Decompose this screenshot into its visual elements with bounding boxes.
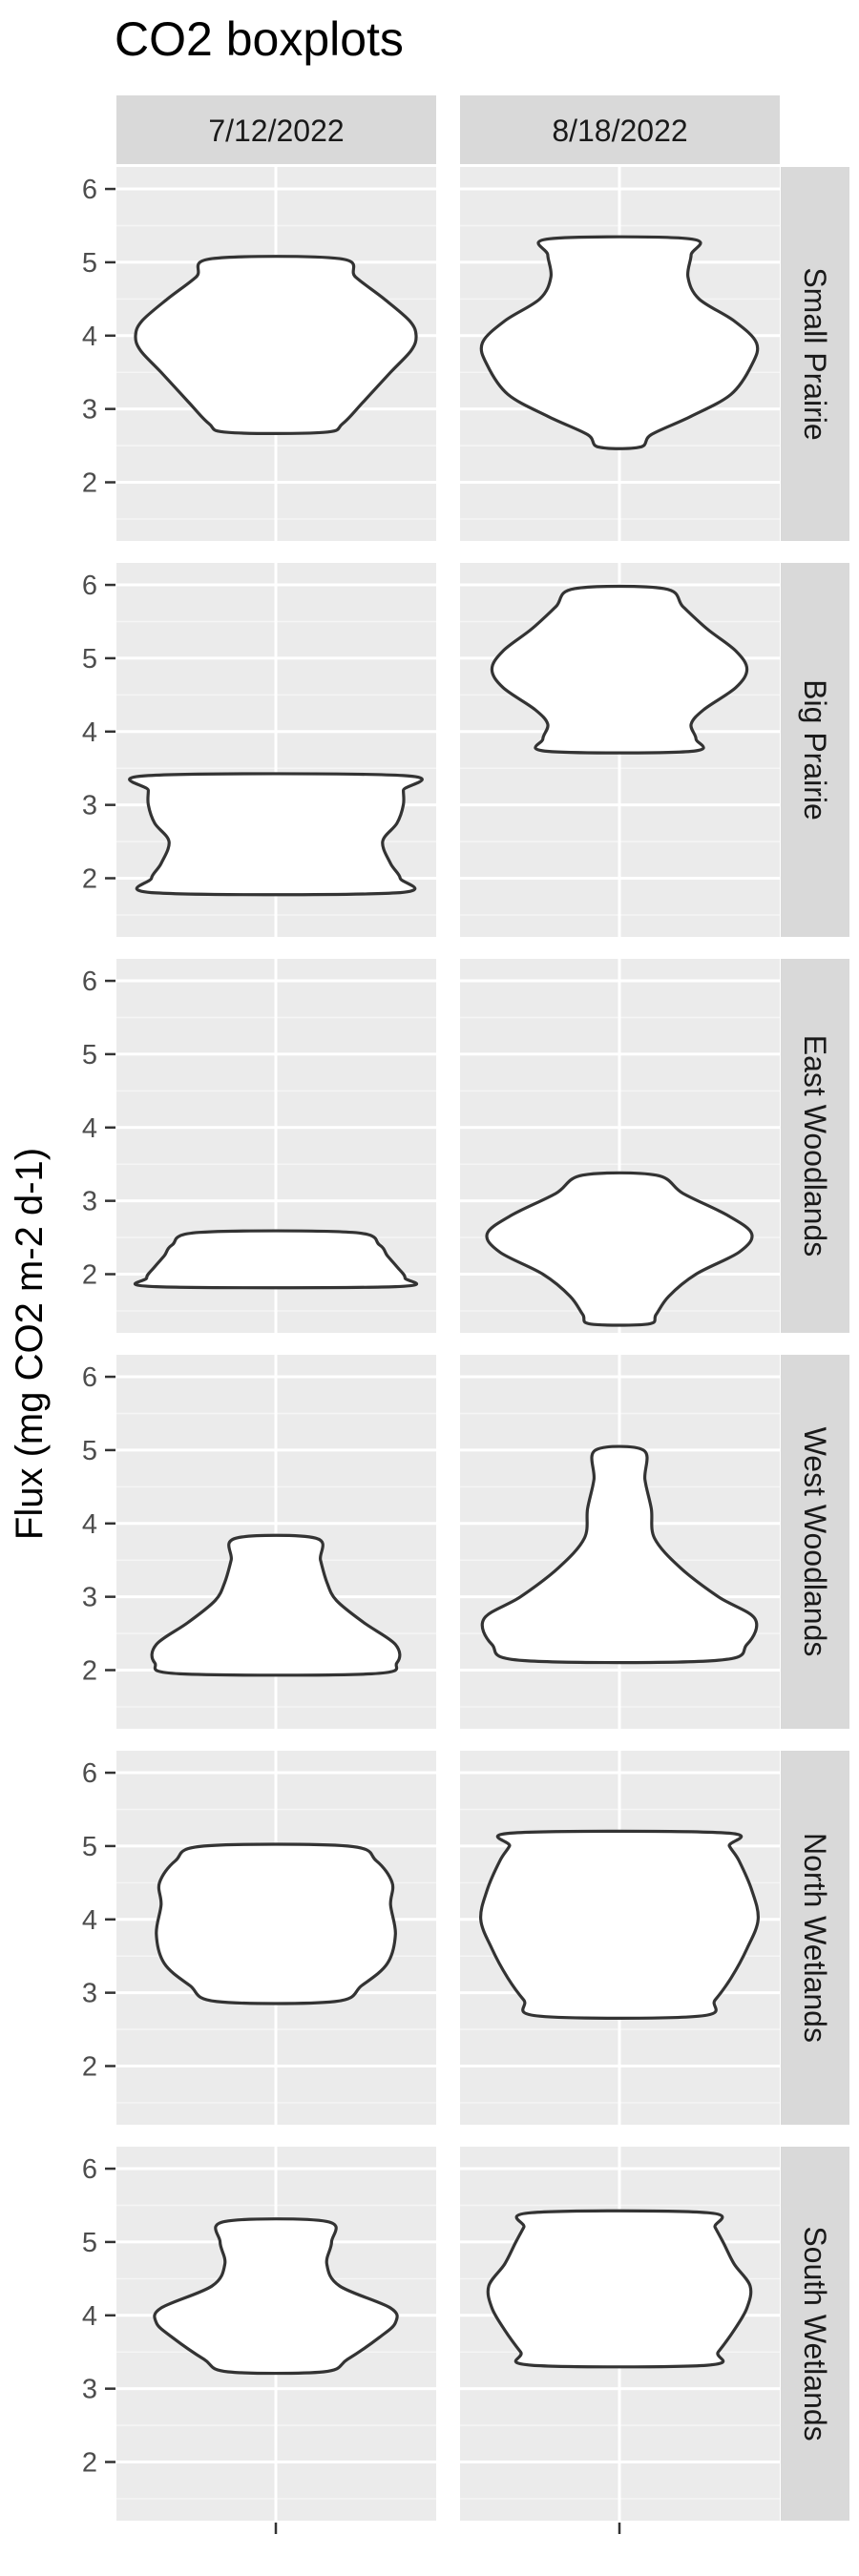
y-tick-label: 3 <box>82 1583 97 1613</box>
facet-strip-row <box>781 1751 849 2125</box>
y-tick-label: 5 <box>82 248 97 279</box>
y-tick-label: 2 <box>82 864 97 895</box>
facet-strip-row <box>781 1355 849 1729</box>
facet-strip-row <box>781 563 849 937</box>
violin-north-wetlands-2 <box>479 1829 760 2020</box>
violin-big-prairie-2 <box>490 584 749 755</box>
y-tick-label: 6 <box>82 2154 97 2185</box>
violin-big-prairie-1 <box>128 772 424 897</box>
facet-strip-row <box>781 167 849 541</box>
y-tick-label: 4 <box>82 717 97 748</box>
y-tick-label: 5 <box>82 644 97 675</box>
y-tick-label: 4 <box>82 322 97 352</box>
violin-small-prairie-2 <box>479 235 760 450</box>
chart-title: CO2 boxplots <box>115 12 404 66</box>
violin-small-prairie-1 <box>134 255 418 435</box>
violin-east-woodlands-2 <box>485 1171 754 1327</box>
y-tick-label: 6 <box>82 1758 97 1789</box>
violin-north-wetlands-1 <box>155 1842 397 2005</box>
y-tick-label: 4 <box>82 1509 97 1540</box>
violin-south-wetlands-1 <box>153 2217 399 2376</box>
y-tick-label: 6 <box>82 571 97 601</box>
y-tick-label: 4 <box>82 2301 97 2332</box>
y-tick-label: 5 <box>82 2228 97 2258</box>
y-tick-label: 3 <box>82 1979 97 2009</box>
y-tick-label: 3 <box>82 395 97 426</box>
y-axis-title: Flux (mg CO2 m-2 d-1) <box>9 1148 51 1540</box>
y-tick-label: 4 <box>82 1113 97 1144</box>
y-tick-label: 2 <box>82 2052 97 2083</box>
y-tick-label: 2 <box>82 2448 97 2479</box>
y-tick-label: 5 <box>82 1832 97 1862</box>
y-tick-label: 3 <box>82 1187 97 1217</box>
facet-strip-row <box>781 959 849 1333</box>
facet-strip-column <box>460 95 780 164</box>
facet-strip-label-west-woodlands: West Woodlands <box>798 1427 832 1657</box>
violin-west-woodlands-2 <box>480 1444 759 1665</box>
facet-strip-column <box>116 95 436 164</box>
facet-strip-label-small-prairie: Small Prairie <box>798 267 832 440</box>
violin-west-woodlands-1 <box>150 1533 402 1677</box>
y-tick-label: 2 <box>82 1260 97 1291</box>
facet-strip-label-north-wetlands: North Wetlands <box>798 1833 832 2043</box>
facet-strip-label: 7/12/2022 <box>208 114 344 148</box>
facet-strip-label-south-wetlands: South Wetlands <box>798 2226 832 2441</box>
y-tick-label: 2 <box>82 1656 97 1687</box>
violin-south-wetlands-2 <box>486 2209 753 2369</box>
facet-strip-label: 8/18/2022 <box>552 114 687 148</box>
y-tick-label: 4 <box>82 1905 97 1936</box>
violin-east-woodlands-1 <box>134 1229 418 1290</box>
y-tick-label: 6 <box>82 1362 97 1393</box>
facet-strip-row <box>781 2147 849 2521</box>
y-tick-label: 5 <box>82 1436 97 1466</box>
y-tick-label: 3 <box>82 2375 97 2405</box>
facet-strip-label-east-woodlands: East Woodlands <box>798 1035 832 1257</box>
y-tick-label: 2 <box>82 468 97 499</box>
facet-strip-label-big-prairie: Big Prairie <box>798 679 832 821</box>
y-tick-label: 6 <box>82 966 97 997</box>
y-tick-label: 3 <box>82 791 97 821</box>
y-tick-label: 5 <box>82 1040 97 1070</box>
y-tick-label: 6 <box>82 175 97 205</box>
